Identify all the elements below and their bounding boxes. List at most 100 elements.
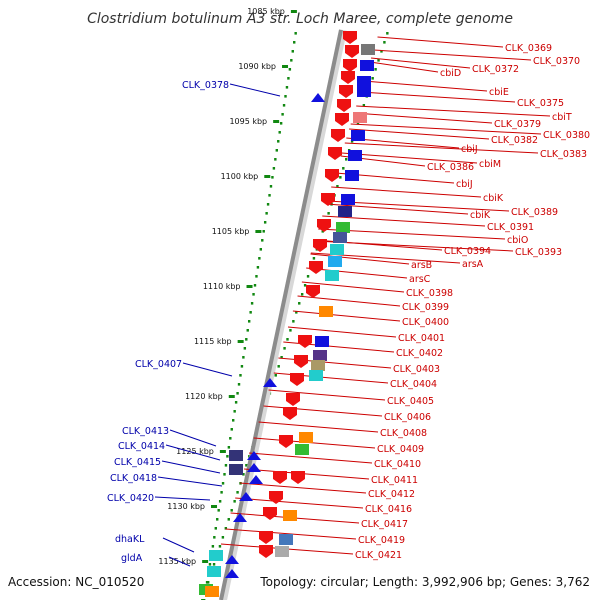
leader-line [370,57,471,69]
gene-label-forward[interactable]: CLK_0383 [540,149,587,160]
leader-line [157,476,223,487]
gene-label-forward[interactable]: CLK_0412 [368,489,415,500]
gene-label-forward[interactable]: cbiO [507,235,528,246]
tick-mark [274,158,277,161]
tick-mark [380,50,383,53]
tick-mark [233,410,236,413]
tick-mark [211,545,215,548]
gene-label-forward[interactable]: CLK_0410 [374,459,421,470]
gene-label-forward[interactable]: CLK_0394 [444,246,491,257]
tick-mark [258,257,261,260]
gene-label-forward[interactable]: CLK_0417 [361,519,408,530]
gene-label-forward[interactable]: arsC [409,274,431,285]
leader-line [369,61,439,73]
gene-label-forward[interactable]: CLK_0404 [390,379,437,390]
gene-label-forward[interactable]: CLK_0406 [384,412,431,423]
gene-arrow [317,219,331,232]
gene-label-forward[interactable]: CLK_0400 [402,317,449,328]
gene-block [345,170,359,181]
gene-label-forward[interactable]: CLK_0401 [398,333,445,344]
gene-label-forward[interactable]: CLK_0380 [543,130,590,141]
tick-mark [253,284,257,287]
gene-label-reverse[interactable]: gldA [121,553,143,564]
tick-mark [290,59,293,62]
gene-label-forward[interactable]: CLK_0379 [494,119,541,130]
scale-label: 1095 kbp [229,117,267,126]
gene-block [338,206,352,217]
gene-label-forward[interactable]: CLK_0398 [406,288,453,299]
tick-mark [275,149,278,152]
tick-mark [281,113,284,116]
gene-label-forward[interactable]: CLK_0419 [358,535,405,546]
tick-mark [278,131,281,134]
gene-label-forward[interactable]: CLK_0389 [511,207,558,218]
tick-mark [208,563,212,566]
tick-mark [272,167,276,170]
leader-line [360,91,516,103]
leader-line [263,405,383,417]
gene-label-forward[interactable]: cbiK [483,193,504,204]
gene-label-forward[interactable]: arsA [462,259,484,270]
tick-mark [286,338,289,341]
tick-mark [342,167,345,170]
leader-line [354,112,493,124]
gene-label-reverse[interactable]: CLK_0420 [107,493,154,504]
gene-arrow [298,335,312,348]
gene-arrow [343,59,357,72]
tick-mark [386,32,389,35]
gene-label-forward[interactable]: CLK_0386 [427,162,474,173]
gene-label-forward[interactable]: CLK_0402 [396,348,443,359]
gene-label-forward[interactable]: CLK_0369 [505,43,552,54]
gene-block-reverse [229,450,243,461]
gene-label-forward[interactable]: CLK_0370 [533,56,580,67]
gene-label-reverse[interactable]: CLK_0413 [122,426,169,437]
leader-line [326,200,510,212]
leader-line [292,310,401,322]
leader-line [363,80,488,92]
gene-label-forward[interactable]: cbiM [479,159,501,170]
tick-mark [350,140,354,143]
gene-label-forward[interactable]: CLK_0382 [491,135,538,146]
gene-arrow [345,45,359,58]
gene-label-forward[interactable]: cbiT [552,112,572,123]
gene-arrow [309,261,323,274]
gene-label-forward[interactable]: cbiE [489,87,509,98]
gene-label-forward[interactable]: CLK_0393 [515,247,562,258]
gene-label-reverse[interactable]: CLK_0414 [118,441,165,452]
gene-label-forward[interactable]: CLK_0421 [355,550,402,561]
gene-block [361,44,375,55]
gene-label-forward[interactable]: CLK_0416 [365,504,412,515]
scale-label: 1090 kbp [238,62,276,71]
gene-block [315,336,329,347]
gene-arrow [290,373,304,386]
tick-mark [236,491,239,494]
gene-label-forward[interactable]: CLK_0399 [402,302,449,313]
leader-line [301,281,405,293]
gene-label-forward[interactable]: cbiJ [456,179,473,190]
gene-label-forward[interactable]: CLK_0391 [487,222,534,233]
major-tick [246,285,253,288]
gene-label-forward[interactable]: cbiJ [461,144,478,155]
gene-label-forward[interactable]: CLK_0405 [387,396,434,407]
gene-label-forward[interactable]: arsB [411,260,432,271]
gene-label-forward[interactable]: CLK_0375 [517,98,564,109]
gene-label-forward[interactable]: CLK_0411 [371,475,418,486]
leader-line [165,444,221,461]
gene-label-forward[interactable]: CLK_0409 [377,444,424,455]
leader-line [168,556,191,567]
gene-label-forward[interactable]: cbiD [440,68,461,79]
gene-label-forward[interactable]: cbiK [470,210,491,221]
scale-label: 1105 kbp [212,227,250,236]
gene-arrow [263,507,277,520]
gene-label-reverse[interactable]: dhaKL [115,534,145,545]
gene-label-forward[interactable]: CLK_0408 [380,428,427,439]
tick-mark [221,536,225,539]
gene-label-forward[interactable]: CLK_0372 [472,64,519,75]
leader-line [161,460,221,474]
gene-label-forward[interactable]: CLK_0403 [393,364,440,375]
gene-label-reverse[interactable]: CLK_0407 [135,359,182,370]
tick-mark [284,95,287,98]
gene-label-reverse[interactable]: CLK_0418 [110,473,157,484]
gene-label-reverse[interactable]: CLK_0415 [114,457,161,468]
gene-label-reverse[interactable]: CLK_0378 [182,80,229,91]
